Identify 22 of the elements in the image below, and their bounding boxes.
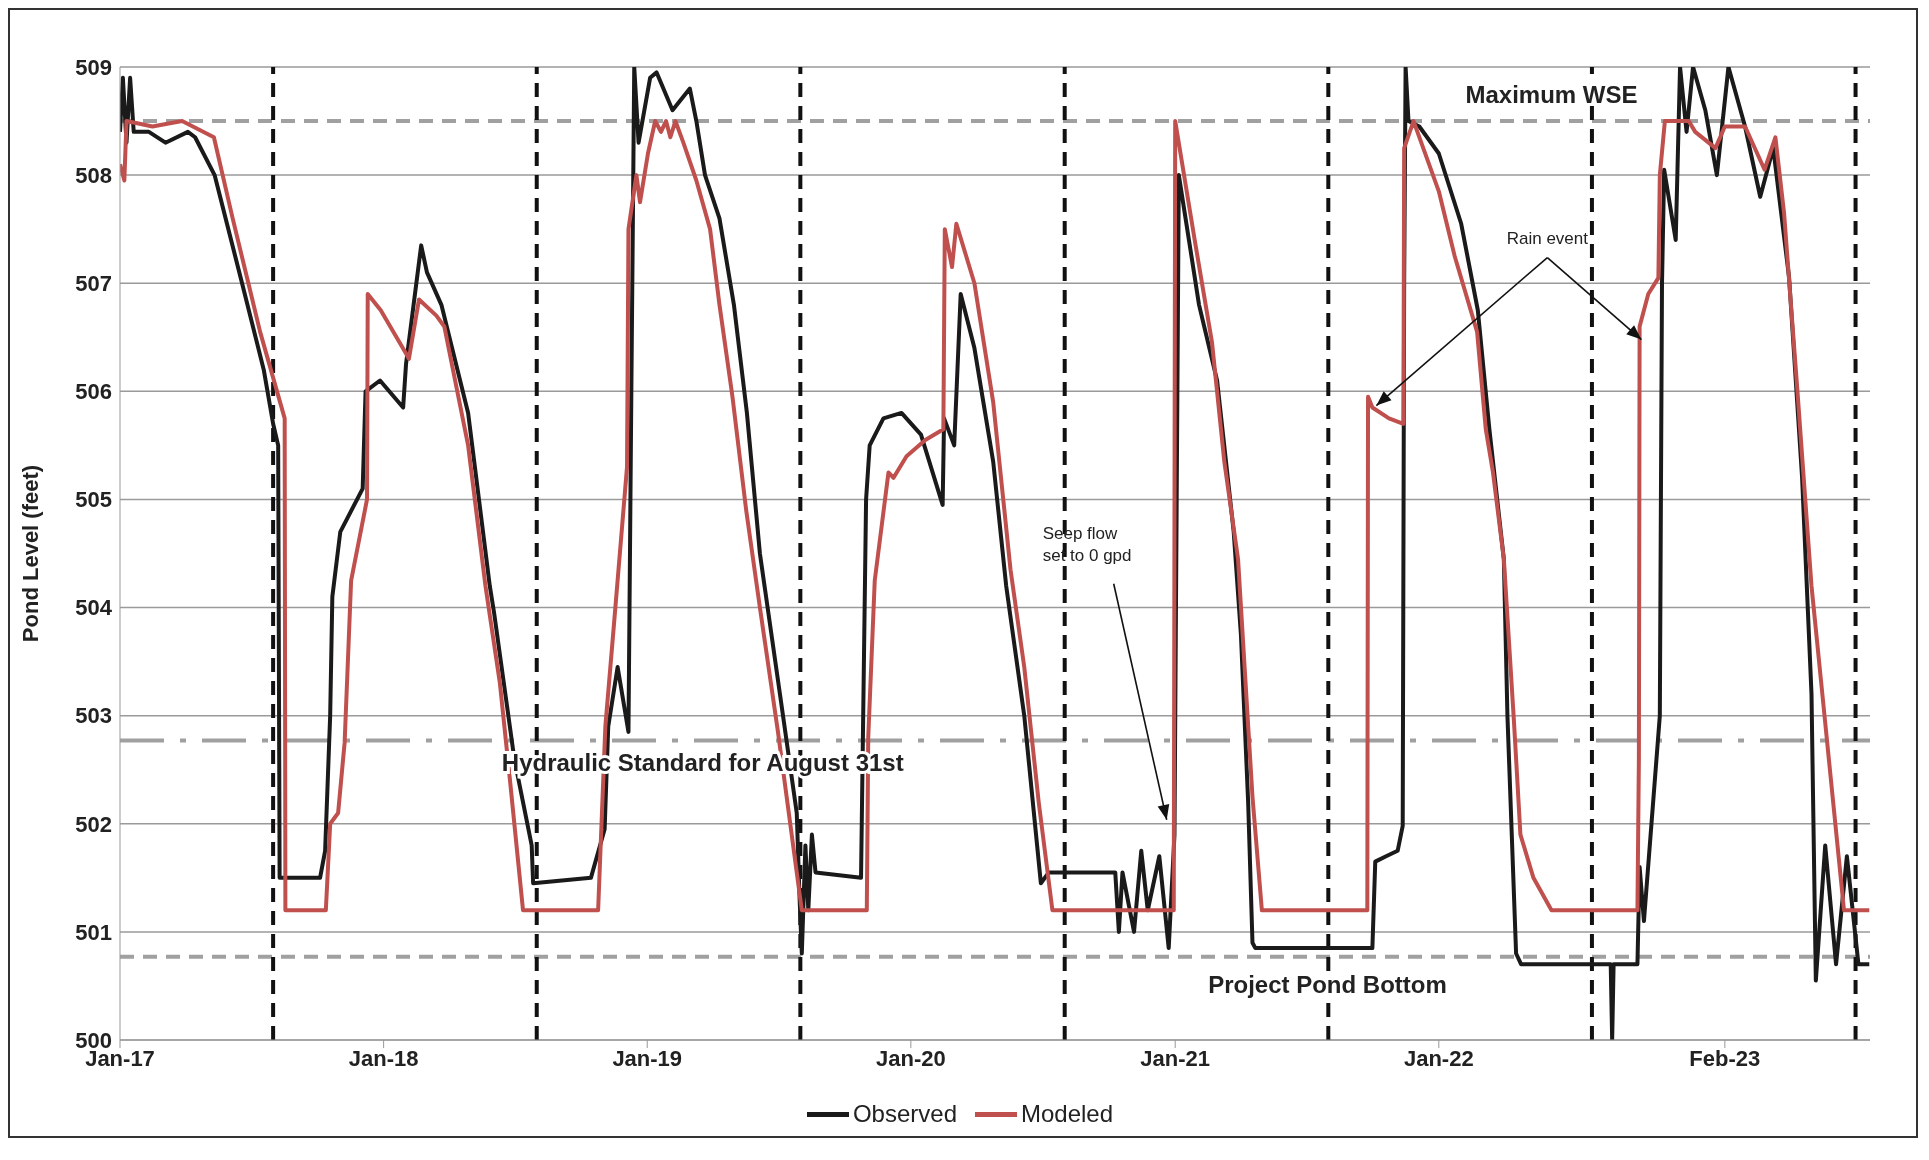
y-tick-label: 505	[75, 487, 112, 513]
annotation: Seep flow set to 0 gpd	[1042, 523, 1132, 565]
y-tick-label: 501	[75, 919, 112, 945]
y-tick-label: 508	[75, 162, 112, 188]
y-tick-label: 506	[75, 379, 112, 405]
x-tick-label: Jan-22	[1403, 1045, 1474, 1071]
y-tick-label: 504	[75, 595, 113, 621]
y-tick-label: 509	[75, 54, 112, 80]
y-axis-title: Pond Level (feet)	[17, 464, 43, 643]
line-series	[120, 119, 1870, 913]
x-tick-label: Jan-21	[1140, 1045, 1211, 1071]
annotation: Rain event	[1506, 228, 1589, 248]
x-tick-label: Jan-19	[612, 1045, 683, 1071]
y-tick-label: 503	[75, 703, 112, 729]
y-tick-label: 502	[75, 811, 112, 837]
y-tick-label: 507	[75, 271, 112, 297]
ref-line-label: Maximum WSE	[1465, 81, 1638, 109]
x-tick-label: Jan-18	[348, 1045, 419, 1071]
x-tick-label: Feb-23	[1689, 1045, 1761, 1071]
x-tick-label: Jan-20	[876, 1045, 946, 1071]
legend-label: Observed	[852, 1100, 957, 1128]
legend-label: Modeled	[1021, 1100, 1114, 1128]
